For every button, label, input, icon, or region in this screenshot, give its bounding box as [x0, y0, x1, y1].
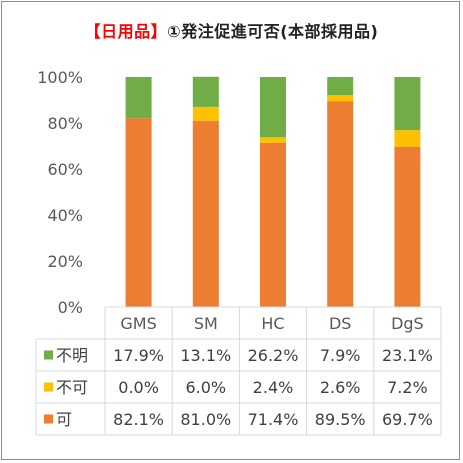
bar-segment-HC-不可	[260, 137, 286, 143]
bar-group	[125, 76, 421, 308]
bar-segment-DS-不可	[327, 95, 354, 102]
legend-label: 不可	[56, 378, 88, 397]
legend-label: 可	[56, 410, 72, 429]
data-label: 13.1%	[180, 346, 231, 365]
bar-segment-DS-可	[327, 101, 354, 308]
data-label: 7.9%	[320, 346, 361, 365]
data-label: 82.1%	[113, 410, 164, 429]
category-label: GMS	[120, 314, 156, 333]
category-label: SM	[194, 314, 218, 333]
legend-swatch-可	[44, 414, 53, 424]
legend-swatch-不明	[44, 350, 53, 360]
y-tick-label: 60%	[47, 160, 83, 179]
category-label: DS	[329, 314, 351, 333]
bar-segment-DgS-不明	[394, 77, 421, 131]
data-label: 71.4%	[248, 410, 299, 429]
data-label: 2.4%	[253, 378, 294, 397]
bar-segment-HC-不明	[260, 77, 286, 138]
legend-label: 不明	[56, 346, 88, 365]
bar-segment-SM-不可	[192, 106, 219, 121]
bar-segment-DgS-可	[394, 146, 421, 307]
bar-segment-SM-可	[192, 120, 219, 307]
data-label: 69.7%	[382, 410, 433, 429]
bar-segment-GMS-不明	[125, 77, 152, 119]
bar-segment-SM-不明	[192, 76, 219, 107]
y-tick-label: 80%	[47, 114, 83, 133]
data-label: 7.2%	[387, 378, 428, 397]
category-label: HC	[261, 314, 284, 333]
y-tick-label: 40%	[47, 206, 83, 225]
y-tick-label: 100%	[37, 68, 83, 87]
y-tick-label: 20%	[47, 252, 83, 271]
data-label: 81.0%	[180, 410, 231, 429]
data-label: 6.0%	[185, 378, 226, 397]
bar-segment-GMS-可	[125, 118, 152, 307]
data-table: GMS SM HC DS DgS 不明 17.9% 13.1% 26.2% 7.9% 23.1% 不可…	[35, 306, 442, 436]
data-label: 2.6%	[320, 378, 361, 397]
data-label: 89.5%	[315, 410, 366, 429]
data-label: 17.9%	[113, 346, 164, 365]
chart-title-category: 【日用品】	[84, 22, 168, 41]
data-label: 26.2%	[248, 346, 299, 365]
data-label: 0.0%	[118, 378, 159, 397]
y-axis: 0% 20% 40% 60% 80% 100%	[37, 68, 83, 317]
chart-title: 【日用品】①発注促進可否(本部採用品)	[0, 18, 463, 42]
category-label: DgS	[391, 314, 424, 333]
data-label: 23.1%	[382, 346, 433, 365]
bar-segment-HC-可	[260, 142, 286, 307]
y-tick-label: 0%	[58, 298, 83, 317]
legend-swatch-不可	[44, 382, 53, 392]
chart-title-main: ①発注促進可否(本部採用品)	[167, 22, 379, 41]
bar-segment-DgS-不可	[394, 130, 421, 147]
bar-segment-DS-不明	[327, 77, 354, 96]
